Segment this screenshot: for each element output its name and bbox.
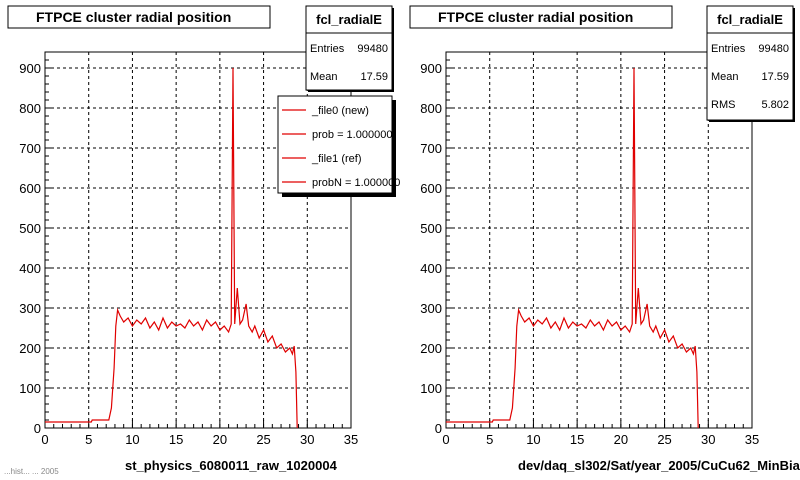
y-tick-label: 300 bbox=[19, 301, 41, 316]
series-line bbox=[45, 67, 298, 429]
y-tick-label: 900 bbox=[420, 61, 442, 76]
legend-entry: _file1 (ref) bbox=[311, 153, 362, 165]
stats-value: 17.59 bbox=[761, 71, 789, 83]
y-tick-label: 700 bbox=[19, 141, 41, 156]
x-tick-label: 5 bbox=[486, 432, 493, 447]
chart-title-box bbox=[409, 5, 673, 29]
x-tick-label: 30 bbox=[300, 432, 314, 447]
stats-label: RMS bbox=[711, 99, 735, 111]
stats-label: Entries bbox=[711, 43, 746, 55]
stats-value: 17.59 bbox=[360, 71, 388, 83]
x-tick-label: 20 bbox=[614, 432, 628, 447]
stats-label: Entries bbox=[310, 43, 345, 55]
y-tick-label: 0 bbox=[435, 421, 442, 436]
y-tick-label: 200 bbox=[420, 341, 442, 356]
footer-text: ...hist... ... 2005 bbox=[4, 467, 59, 476]
x-tick-label: 35 bbox=[745, 432, 759, 447]
y-tick-label: 100 bbox=[19, 381, 41, 396]
x-tick-label: 5 bbox=[85, 432, 92, 447]
chart-title: FTPCE cluster radial position bbox=[36, 9, 231, 25]
x-tick-label: 0 bbox=[442, 432, 449, 447]
legend-entry: probN = 1.000000 bbox=[312, 177, 400, 189]
legend-entry: _file0 (new) bbox=[311, 105, 369, 117]
stats-box bbox=[706, 5, 794, 121]
x-tick-label: 10 bbox=[526, 432, 540, 447]
series-line bbox=[446, 67, 699, 429]
y-tick-label: 800 bbox=[420, 101, 442, 116]
stats-value: 99480 bbox=[357, 43, 388, 55]
stats-title: fcl_radialE bbox=[316, 12, 382, 27]
stats-value: 5.802 bbox=[761, 99, 789, 111]
stats-label: Mean bbox=[711, 71, 739, 83]
y-tick-label: 600 bbox=[19, 181, 41, 196]
y-tick-label: 600 bbox=[420, 181, 442, 196]
y-tick-label: 500 bbox=[19, 221, 41, 236]
x-axis-label: dev/daq_sl302/Sat/year_2005/CuCu62_MinBi… bbox=[518, 458, 800, 473]
x-tick-label: 20 bbox=[213, 432, 227, 447]
stats-value: 99480 bbox=[758, 43, 789, 55]
legend-box bbox=[277, 95, 393, 194]
chart-panel-2: 0 5 10 15 20 25 30 35 0 100 200 300 400 500 600 700 800 9… bbox=[409, 5, 800, 473]
chart-panel-1: 0 5 10 15 20 25 30 35 0 100 200 300 400 500 600 700 800 9… bbox=[7, 5, 400, 473]
y-tick-label: 700 bbox=[420, 141, 442, 156]
stats-box bbox=[305, 5, 393, 91]
chart-title: FTPCE cluster radial position bbox=[438, 9, 633, 25]
x-tick-label: 35 bbox=[344, 432, 358, 447]
y-tick-label: 400 bbox=[19, 261, 41, 276]
x-axis-label: st_physics_6080011_raw_1020004 bbox=[125, 458, 338, 473]
x-tick-label: 15 bbox=[570, 432, 584, 447]
x-tick-label: 10 bbox=[125, 432, 139, 447]
y-tick-label: 300 bbox=[420, 301, 442, 316]
y-tick-label: 500 bbox=[420, 221, 442, 236]
y-tick-label: 900 bbox=[19, 61, 41, 76]
stats-title: fcl_radialE bbox=[717, 12, 783, 27]
chart-title-box bbox=[7, 5, 271, 29]
x-tick-label: 25 bbox=[256, 432, 270, 447]
x-tick-label: 0 bbox=[41, 432, 48, 447]
plot-frame bbox=[445, 51, 753, 429]
x-tick-label: 15 bbox=[169, 432, 183, 447]
y-tick-label: 200 bbox=[19, 341, 41, 356]
x-tick-label: 25 bbox=[657, 432, 671, 447]
x-tick-label: 30 bbox=[701, 432, 715, 447]
y-tick-label: 800 bbox=[19, 101, 41, 116]
stats-label: Mean bbox=[310, 71, 338, 83]
y-tick-label: 0 bbox=[34, 421, 41, 436]
y-tick-label: 400 bbox=[420, 261, 442, 276]
y-tick-label: 100 bbox=[420, 381, 442, 396]
legend-entry: prob = 1.000000 bbox=[312, 129, 392, 141]
